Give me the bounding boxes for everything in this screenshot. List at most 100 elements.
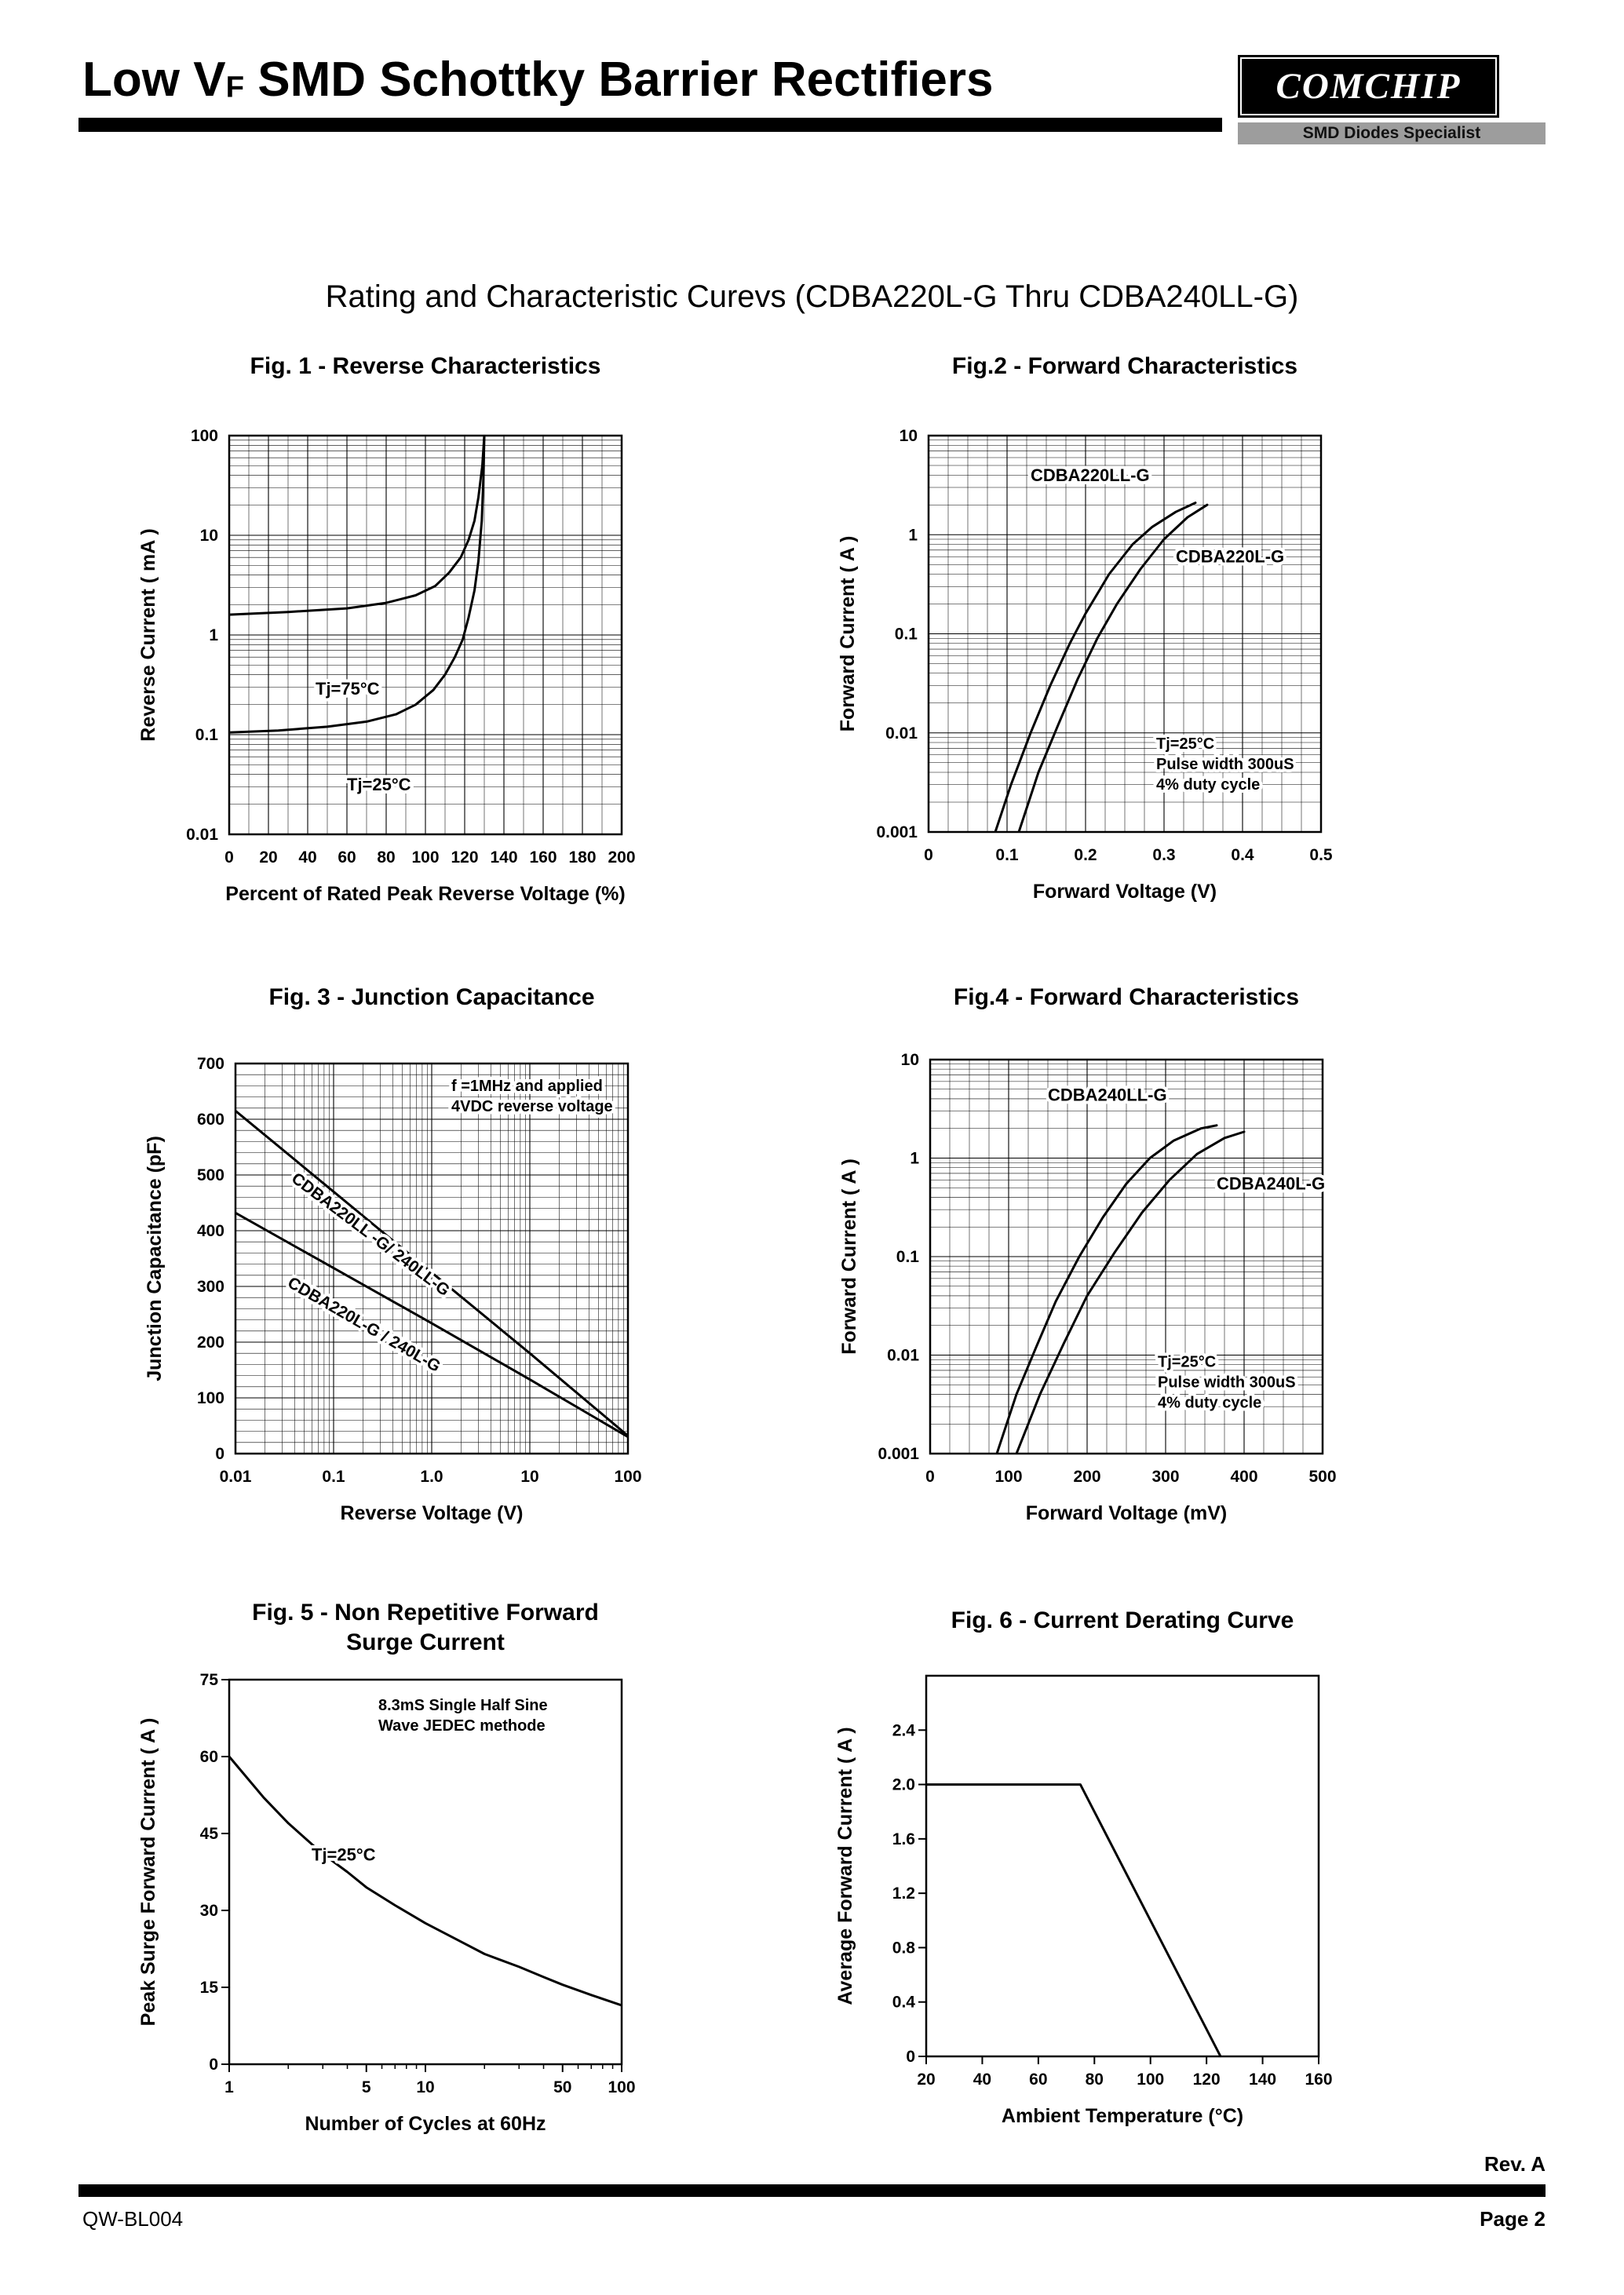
page-title-pre: Low V bbox=[82, 53, 226, 107]
x-tick-label: 100 bbox=[614, 1468, 641, 1486]
y-tick-label: 10 bbox=[900, 427, 918, 445]
fig2-svg: 0 0.1 0.2 0.3 0.4 0.5 10 1 0.1 0.01 0.001 Forward V… bbox=[837, 427, 1333, 903]
y-tick-label: 0.8 bbox=[892, 1939, 916, 1957]
y-tick-label: 0.01 bbox=[885, 724, 918, 742]
series-group bbox=[229, 436, 486, 734]
annotation: CDBA220LL-G bbox=[1031, 465, 1150, 485]
y-axis-label: Junction Capacitance (pF) bbox=[144, 1136, 166, 1381]
x-tick-label: 0 bbox=[924, 846, 933, 864]
x-tick-label: 0.2 bbox=[1074, 846, 1097, 864]
x-tick-label: 100 bbox=[1137, 2071, 1164, 2089]
series-group bbox=[235, 1109, 628, 1439]
y-tick-label: 0.4 bbox=[892, 1994, 916, 2012]
y-tick-label: 1 bbox=[910, 1150, 919, 1168]
x-tick-label: 0.3 bbox=[1152, 846, 1175, 864]
y-axis-label: Forward Current ( A ) bbox=[838, 1158, 860, 1355]
y-tick-label: 200 bbox=[197, 1334, 224, 1352]
fig1-reverse-characteristics-chart: 0 20 40 60 80 100 120 140 160 180 200 100 10 1 0.1 0.01… bbox=[119, 404, 669, 929]
y-tick-label: 1.6 bbox=[892, 1830, 915, 1848]
fig3-svg: 0.01 0.1 1.0 10 100 0 100 200 300 400 500 600 700 Rev… bbox=[144, 1055, 642, 1524]
y-tick-label: 60 bbox=[200, 1748, 218, 1766]
annotation: CDBA240L-G bbox=[1217, 1174, 1325, 1194]
x-tick-label: 1 bbox=[224, 2078, 234, 2096]
annotation: Tj=25°C bbox=[312, 1844, 376, 1864]
x-tick-label: 0.1 bbox=[322, 1468, 345, 1486]
x-tick-label: 400 bbox=[1230, 1468, 1257, 1486]
y-tick-label: 1.2 bbox=[892, 1885, 915, 1903]
figure-3-title: Fig. 3 - Junction Capacitance bbox=[268, 984, 595, 1010]
x-axis-label: Forward Voltage (mV) bbox=[1026, 1502, 1228, 1524]
annotation: CDBA220L-G / 240L-G bbox=[285, 1274, 444, 1376]
fig6-current-derating-chart: 20 40 60 80 100 120 140 160 0 0.4 0.8 1.2 1.6 2.0 2.4 A… bbox=[816, 1644, 1366, 2151]
y-tick-label: 100 bbox=[197, 1389, 224, 1407]
y-tick-label: 700 bbox=[197, 1055, 224, 1073]
y-tick-label: 0 bbox=[906, 2048, 915, 2066]
annotation: Tj=25°C Pulse width 300uS 4% duty cycle bbox=[1156, 735, 1294, 794]
y-tick-label: 30 bbox=[200, 1902, 218, 1920]
figure-1-title: Fig. 1 - Reverse Characteristics bbox=[250, 353, 601, 379]
x-tick-label: 0 bbox=[224, 848, 234, 867]
series-CDBA240L-G bbox=[1015, 1130, 1246, 1454]
y-tick-label: 0 bbox=[215, 1445, 224, 1463]
fig6-svg: 20 40 60 80 100 120 140 160 0 0.4 0.8 1.2 1.6 2.0 2.4 A… bbox=[834, 1674, 1333, 2127]
footer-bar bbox=[78, 2184, 1546, 2197]
x-tick-label: 500 bbox=[1308, 1468, 1336, 1486]
x-axis-label: Ambient Temperature (°C) bbox=[1002, 2105, 1243, 2127]
y-tick-label: 600 bbox=[197, 1111, 224, 1129]
y-tick-label: 0.001 bbox=[878, 1445, 919, 1463]
y-tick-label: 2.0 bbox=[892, 1776, 915, 1794]
series-group bbox=[995, 1124, 1246, 1454]
y-tick-label: 0.1 bbox=[896, 1248, 920, 1266]
y-tick-label: 300 bbox=[197, 1278, 224, 1296]
x-tick-label: 140 bbox=[1249, 2071, 1276, 2089]
series-derating bbox=[926, 1783, 1222, 2056]
y-tick-label: 400 bbox=[197, 1222, 224, 1240]
grid bbox=[929, 1059, 1323, 1454]
y-tick-label: 1 bbox=[908, 526, 918, 544]
y-tick-label: 0 bbox=[209, 2056, 218, 2074]
x-tick-label: 40 bbox=[973, 2071, 991, 2089]
x-tick-label: 100 bbox=[608, 2078, 635, 2096]
figure-6-title: Fig. 6 - Current Derating Curve bbox=[951, 1607, 1294, 1633]
y-tick-label: 2.4 bbox=[892, 1721, 916, 1739]
x-tick-label: 0.1 bbox=[995, 846, 1019, 864]
y-tick-label: 1 bbox=[209, 626, 218, 644]
x-tick-label: 60 bbox=[1029, 2071, 1047, 2089]
plot-border bbox=[234, 1062, 630, 1455]
x-tick-label: 50 bbox=[553, 2078, 571, 2096]
x-tick-label: 80 bbox=[377, 848, 395, 867]
fig3-junction-capacitance-chart: 0.01 0.1 1.0 10 100 0 100 200 300 400 500 600 700 Rev… bbox=[126, 1032, 675, 1548]
annotation: Tj=25°C Pulse width 300uS 4% duty cycle bbox=[1158, 1354, 1296, 1412]
y-tick-label: 0.01 bbox=[186, 826, 218, 844]
x-tick-label: 100 bbox=[994, 1468, 1022, 1486]
x-tick-label: 0 bbox=[925, 1468, 935, 1486]
x-tick-label: 10 bbox=[520, 1468, 538, 1486]
x-tick-label: 20 bbox=[917, 2071, 935, 2089]
y-axis-label: Peak Surge Forward Current ( A ) bbox=[137, 1718, 159, 2027]
logo-tagline: SMD Diodes Specialist bbox=[1238, 122, 1546, 144]
series-group bbox=[926, 1783, 1222, 2056]
plot-border bbox=[925, 1674, 1320, 2058]
fig5-surge-current-chart: 1 5 10 50 100 0 15 30 45 60 75 Number of Cycles at … bbox=[119, 1648, 669, 2158]
x-tick-label: 0.4 bbox=[1231, 846, 1254, 864]
series-group bbox=[994, 502, 1209, 832]
figure-2-title: Fig.2 - Forward Characteristics bbox=[951, 353, 1298, 379]
plot-border bbox=[927, 434, 1323, 834]
x-tick-label: 40 bbox=[298, 848, 316, 867]
y-tick-label: 0.001 bbox=[876, 823, 918, 841]
figure-5-title: Fig. 5 - Non Repetitive Forward Surge Cu… bbox=[252, 1600, 599, 1655]
y-tick-label: 500 bbox=[197, 1166, 224, 1184]
comchip-logo-text: COMCHIP bbox=[1275, 66, 1462, 107]
series-surge-current bbox=[229, 1755, 622, 2007]
y-axis-label: Average Forward Current ( A ) bbox=[834, 1727, 856, 2005]
fig1-svg: 0 20 40 60 80 100 120 140 160 180 200 100 10 1 0.1 0.01… bbox=[137, 427, 636, 905]
x-tick-label: 1.0 bbox=[420, 1468, 443, 1486]
page-title-vf-subscript: F bbox=[225, 70, 245, 104]
annotation: Tj=75°C bbox=[316, 679, 380, 699]
y-axis-label: Forward Current ( A ) bbox=[837, 536, 859, 732]
fig4-svg: 0 100 200 300 400 500 10 1 0.1 0.01 0.001 Forward V… bbox=[838, 1051, 1337, 1524]
page-number: Page 2 bbox=[1480, 2207, 1546, 2231]
page-title: Low VF SMD Schottky Barrier Rectifiers bbox=[82, 52, 993, 108]
page-title-post: SMD Schottky Barrier Rectifiers bbox=[244, 53, 994, 107]
